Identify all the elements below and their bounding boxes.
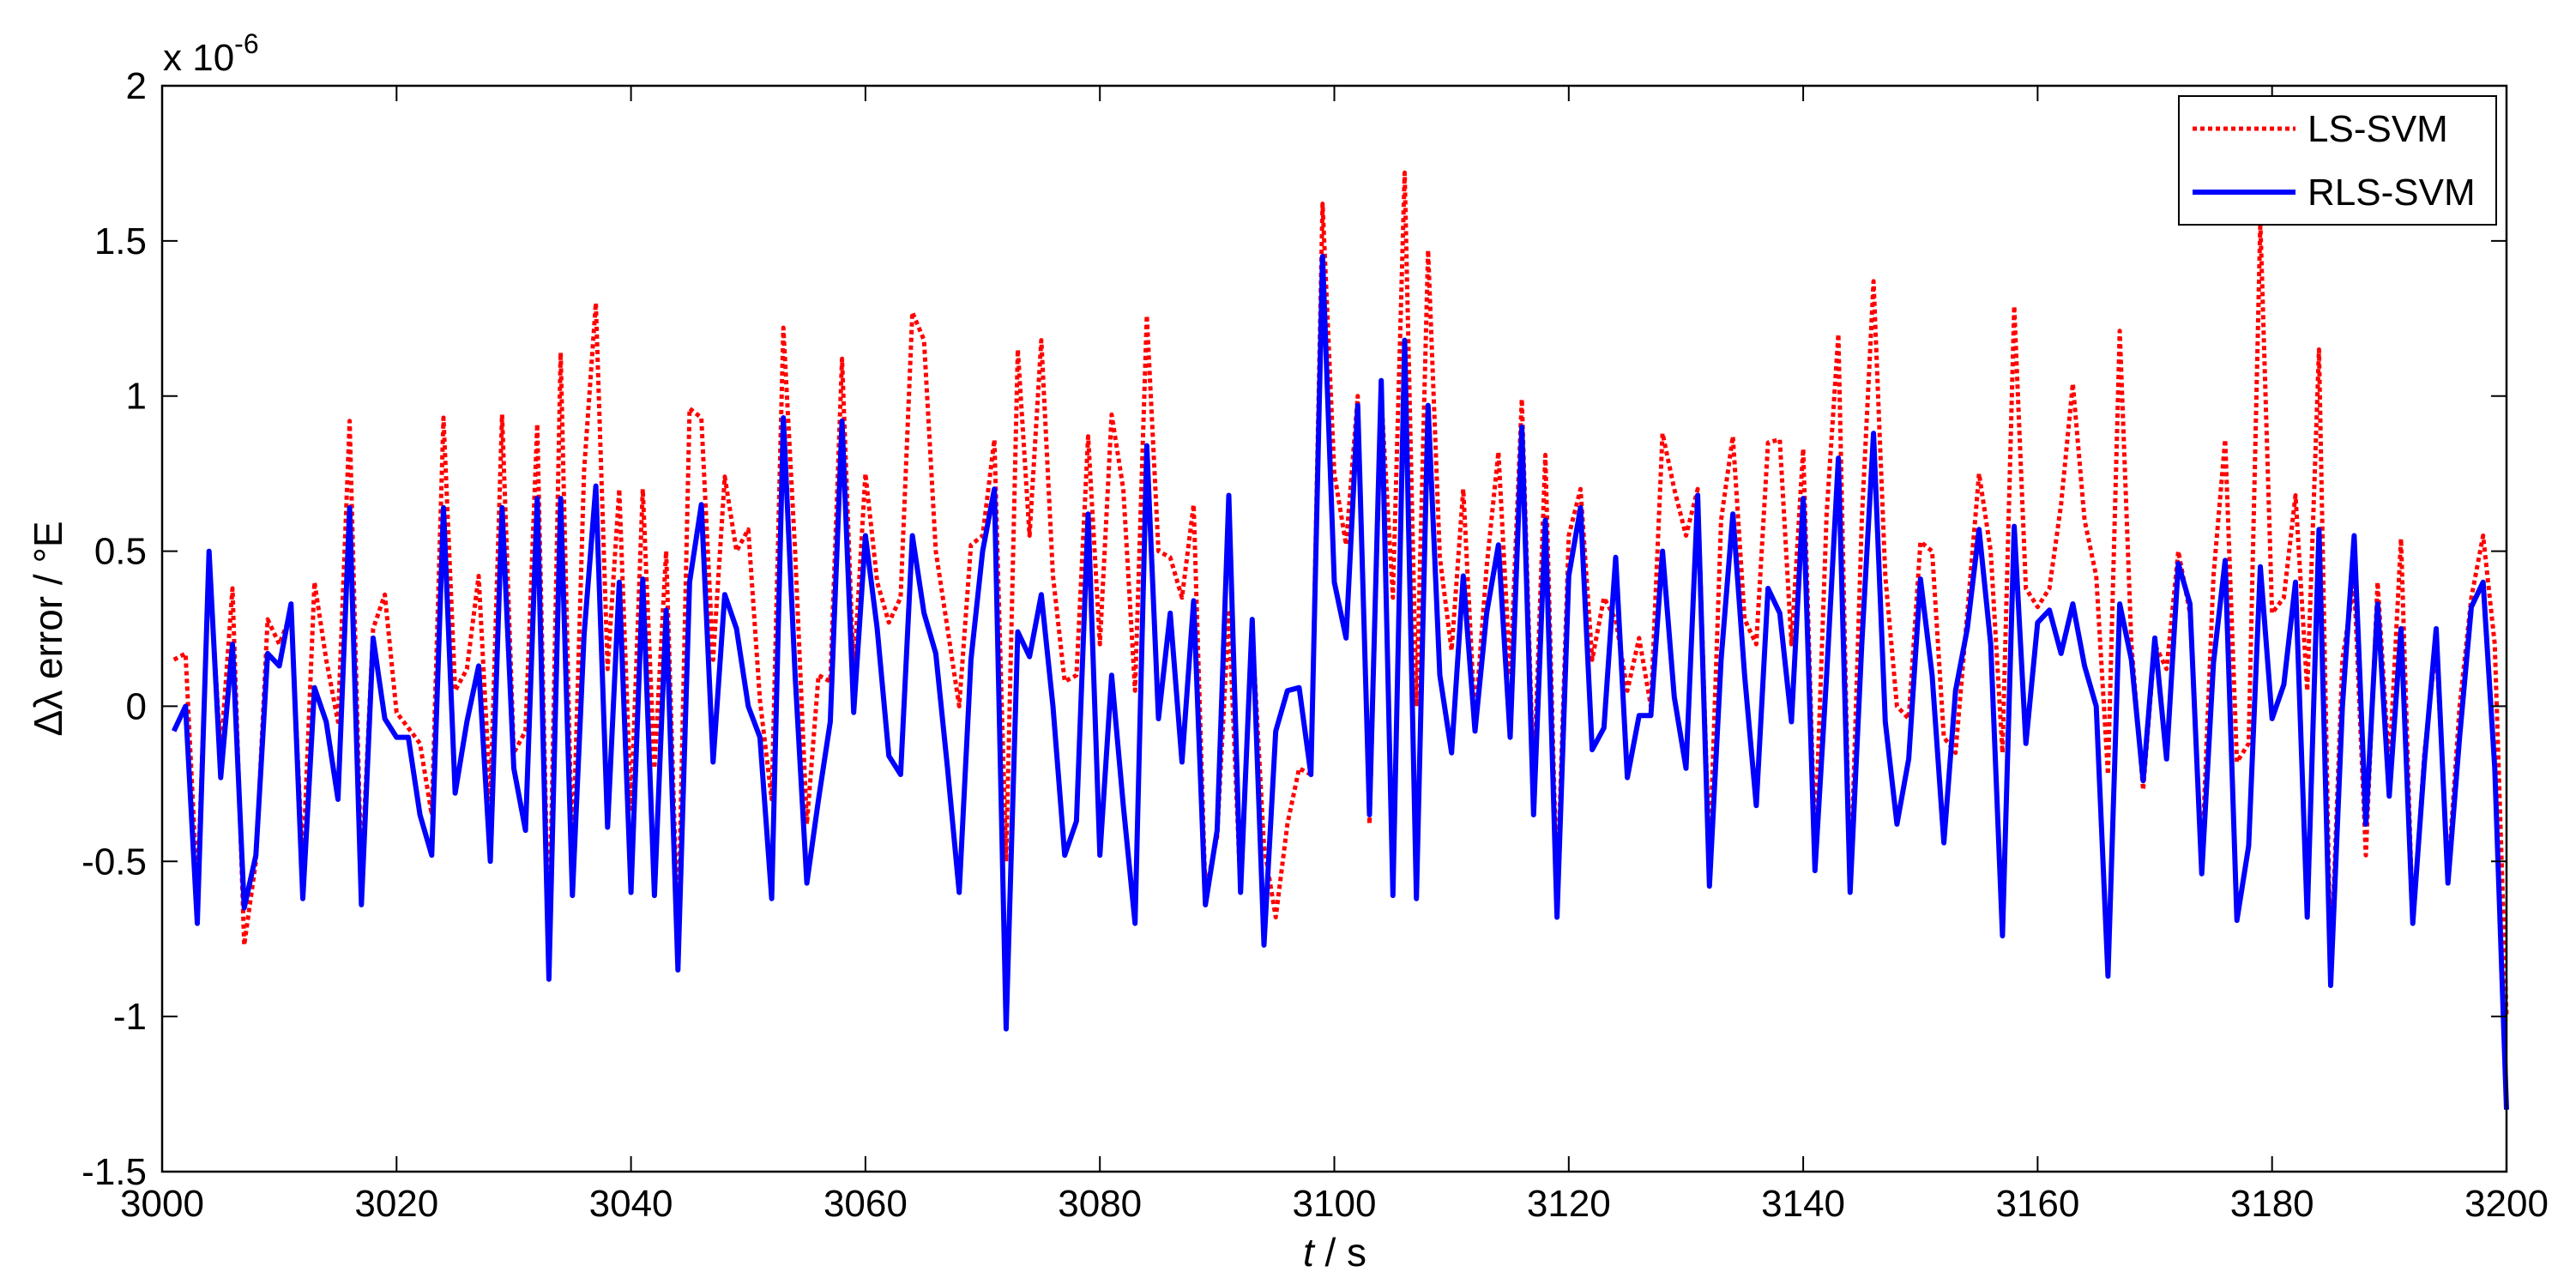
x-tick-label: 3200 xyxy=(2464,1183,2549,1225)
x-tick-label: 3000 xyxy=(120,1183,204,1225)
series-line-ls-svm xyxy=(172,170,2509,1017)
y-tick-label: 2 xyxy=(126,65,147,107)
x-tick-label: 3040 xyxy=(589,1183,673,1225)
x-tick-label: 3100 xyxy=(1293,1183,1377,1225)
series-layer xyxy=(171,170,2509,1110)
legend: LS-SVM RLS-SVM xyxy=(2178,95,2497,226)
x-axis-label: t / s xyxy=(1303,1230,1366,1275)
x-tick-label: 3180 xyxy=(2230,1183,2314,1225)
ticks-layer: 3000 3020 3040 3060 3080 3100 3120 3140 3160 3180… xyxy=(81,65,2549,1225)
series-line-rls-svm xyxy=(171,253,2509,1110)
y-axis-label: Δλ error / °E xyxy=(26,521,70,736)
plot-area xyxy=(162,86,2507,1172)
x-tick-label: 3020 xyxy=(354,1183,438,1225)
x-tick-label: 3140 xyxy=(1761,1183,1845,1225)
x-tick-label: 3120 xyxy=(1527,1183,1611,1225)
y-scale-label: x 10-6 xyxy=(163,28,259,79)
y-tick-label: -1.5 xyxy=(81,1151,147,1193)
legend-label-ls-svm: LS-SVM xyxy=(2308,108,2448,150)
y-tick-label: 0.5 xyxy=(94,531,147,573)
y-tick-label: 1 xyxy=(126,376,147,418)
y-tick-label: 1.5 xyxy=(94,220,147,262)
legend-box xyxy=(2178,95,2497,226)
x-tick-label: 3160 xyxy=(1995,1183,2079,1225)
y-tick-label: -1 xyxy=(113,996,147,1038)
x-tick-label: 3080 xyxy=(1058,1183,1142,1225)
y-tick-label: -0.5 xyxy=(81,841,147,883)
legend-label-rls-svm: RLS-SVM xyxy=(2308,172,2476,214)
y-tick-label: 0 xyxy=(126,685,147,727)
x-tick-label: 3060 xyxy=(823,1183,908,1225)
